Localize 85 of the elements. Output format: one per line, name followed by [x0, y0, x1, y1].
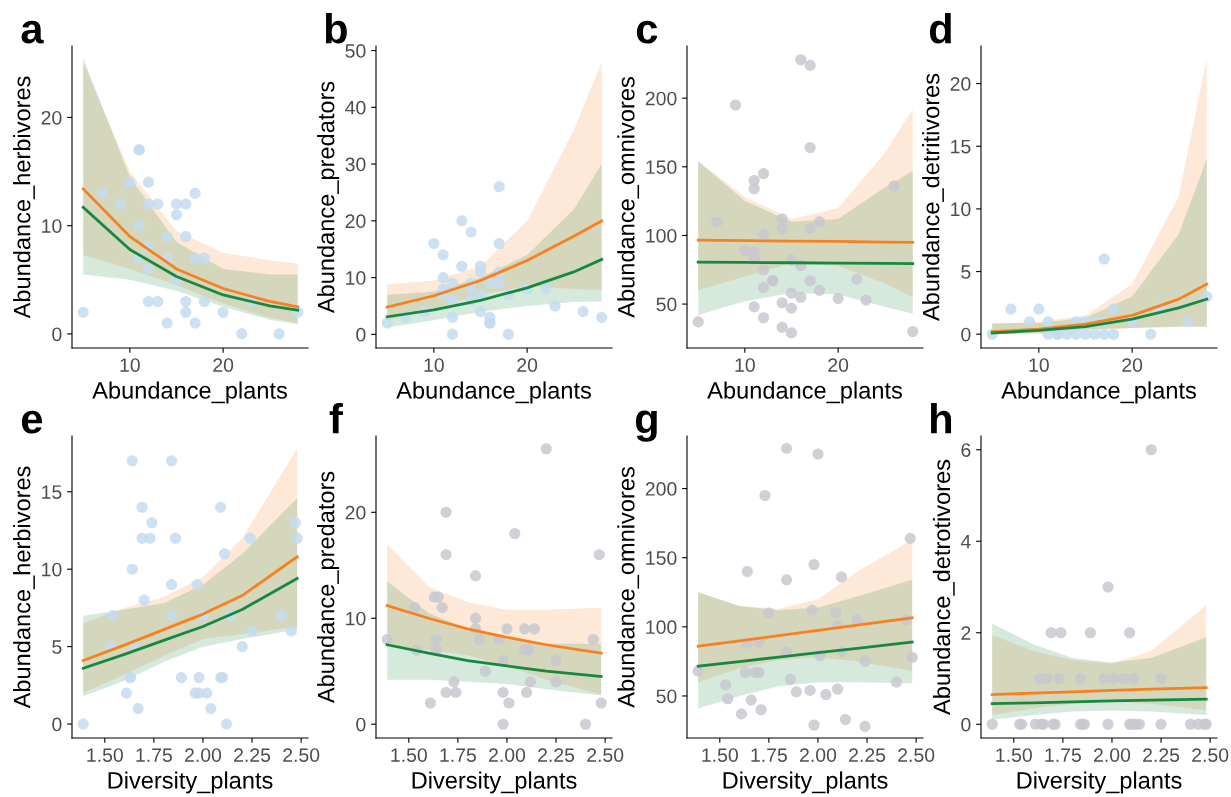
y-axis-title: Abundance_omnivores	[617, 467, 640, 708]
y-tick-label: 100	[646, 228, 677, 243]
x-axis-title: Diversity_plants	[108, 771, 273, 794]
y-tick-label: 6	[961, 443, 971, 457]
x-tick-label: 2.50	[898, 748, 935, 762]
y-tick-label: 5	[961, 265, 971, 279]
x-tick-label: 2.25	[849, 748, 886, 762]
x-tick-label: 1.50	[87, 748, 123, 762]
y-tick-label: 10	[42, 562, 62, 577]
y-tick-label: 0	[52, 717, 62, 732]
y-tick-label: 15	[951, 139, 971, 154]
y-tick-label: 200	[645, 482, 677, 496]
y-tick-label: 20	[950, 77, 971, 91]
y-axis-title: Abundance_herbivores	[13, 76, 35, 319]
x-axis-title: Abundance_plants	[707, 381, 902, 404]
y-tick-label: 0	[961, 717, 971, 732]
x-tick-label: 2.00	[185, 748, 222, 762]
y-tick-label: 20	[345, 214, 366, 229]
chart-title: b	[325, 12, 347, 44]
x-tick-label: 2.25	[538, 748, 575, 762]
y-tick-label: 20	[41, 110, 62, 125]
x-tick-label: 20	[1122, 358, 1143, 372]
x-tick-label: 2.50	[587, 748, 624, 762]
y-tick-label: 50	[656, 297, 677, 312]
chart-title: e	[21, 410, 43, 434]
x-tick-label: 2.50	[1192, 748, 1229, 762]
x-axis-title: Diversity_plants	[1017, 771, 1182, 794]
x-tick-label: 1.50	[391, 748, 427, 762]
x-tick-label: 20	[828, 358, 849, 372]
x-tick-label: 2.00	[489, 748, 526, 762]
y-tick-label: 50	[656, 689, 677, 704]
y-tick-label: 40	[345, 100, 366, 115]
y-tick-label: 100	[646, 620, 677, 635]
x-tick-label: 2.00	[1094, 748, 1131, 762]
y-tick-label: 0	[356, 717, 366, 732]
y-tick-label: 2	[961, 626, 971, 640]
y-tick-label: 4	[960, 534, 971, 549]
y-tick-label: 0	[961, 327, 971, 342]
y-axis-title: Abundance_predators	[317, 471, 340, 704]
x-tick-label: 20	[213, 358, 234, 372]
x-tick-label: 2.25	[234, 748, 271, 762]
x-tick-label: 2.00	[800, 748, 837, 762]
x-axis-title: Diversity_plants	[412, 771, 577, 794]
chart-title: c	[636, 20, 658, 44]
x-tick-label: 20	[517, 358, 538, 372]
chart-title: h	[931, 402, 952, 434]
y-axis-title: Abundance_omnivores	[617, 77, 640, 318]
chart-title: d	[929, 12, 951, 44]
y-axis-title: Abundance_predators	[317, 81, 340, 314]
y-tick-label: 5	[52, 640, 62, 654]
y-tick-label: 10	[951, 202, 971, 217]
chart-title: f	[329, 402, 343, 434]
y-tick-label: 150	[646, 551, 677, 565]
y-axis-title: Abundance_detritivores	[922, 73, 944, 321]
x-tick-label: 10	[1029, 358, 1049, 372]
y-tick-label: 30	[345, 157, 366, 172]
x-tick-label: 10	[735, 358, 755, 372]
y-tick-label: 10	[346, 611, 366, 626]
x-tick-label: 1.50	[996, 748, 1032, 762]
y-tick-label: 10	[42, 219, 62, 233]
x-tick-label: 2.50	[283, 748, 320, 762]
x-tick-label: 1.50	[702, 748, 738, 762]
x-tick-label: 1.75	[751, 748, 787, 762]
y-axis-title: Abundance_detrotivores	[932, 459, 955, 715]
x-tick-label: 2.25	[1143, 748, 1180, 762]
y-tick-label: 150	[646, 160, 677, 175]
y-tick-label: 0	[356, 327, 366, 342]
y-tick-label: 10	[346, 271, 366, 285]
x-tick-label: 1.75	[136, 748, 172, 762]
x-axis-title: Abundance_plants	[92, 381, 287, 404]
y-tick-label: 200	[645, 91, 677, 106]
y-tick-label: 15	[42, 485, 62, 499]
x-axis-title: Diversity_plants	[723, 771, 888, 794]
y-tick-label: 20	[345, 505, 366, 520]
chart-title: g	[635, 410, 657, 442]
x-axis-title: Abundance_plants	[396, 381, 591, 404]
x-tick-label: 1.75	[1045, 748, 1081, 762]
x-tick-label: 10	[120, 358, 140, 372]
y-tick-label: 50	[345, 44, 366, 58]
chart-title: a	[21, 20, 44, 44]
x-tick-label: 10	[424, 358, 444, 372]
x-axis-title: Abundance_plants	[1001, 381, 1196, 404]
y-axis-title: Abundance_herbivores	[13, 466, 35, 709]
x-tick-label: 1.75	[440, 748, 476, 762]
y-tick-label: 0	[52, 327, 62, 342]
